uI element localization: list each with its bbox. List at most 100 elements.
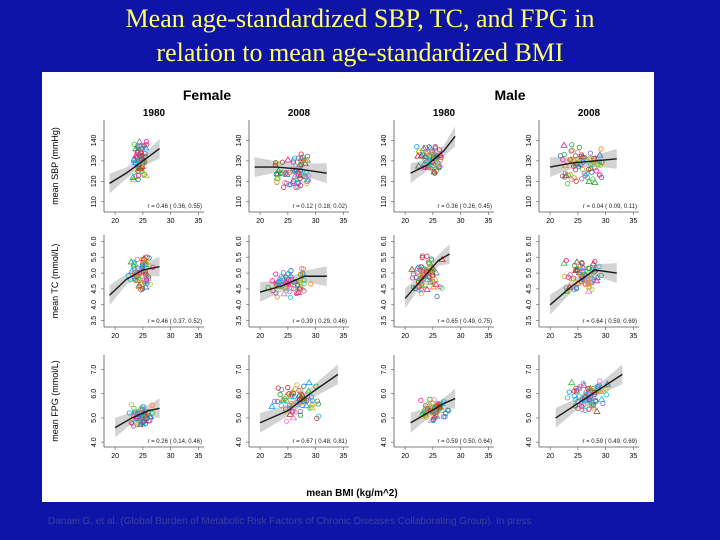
- data-point: [128, 420, 134, 426]
- data-point: [269, 278, 275, 284]
- fit-line: [259, 275, 327, 293]
- data-point-triangle: [421, 153, 429, 160]
- data-point: [578, 152, 585, 158]
- x-tick-label: 35: [630, 453, 638, 460]
- year-header: 1980: [143, 108, 166, 119]
- data-point: [431, 168, 437, 175]
- data-point: [279, 387, 285, 393]
- x-tick-label: 20: [546, 218, 554, 225]
- x-tick-label: 20: [401, 453, 409, 460]
- data-point: [586, 166, 592, 172]
- data-point: [430, 270, 436, 276]
- data-point: [291, 167, 297, 173]
- data-point: [434, 293, 440, 300]
- data-point: [280, 275, 286, 281]
- x-axis-label: mean BMI (kg/m^2): [306, 488, 397, 499]
- x-tick-label: 25: [284, 453, 292, 460]
- data-point: [587, 150, 593, 156]
- data-point-triangle: [560, 141, 568, 148]
- y-tick-label: 6.0: [236, 389, 243, 399]
- y-tick-label: 6.0: [526, 236, 533, 246]
- x-tick-label: 25: [139, 218, 147, 225]
- data-point: [593, 168, 599, 174]
- figure-panel: Female Male 1980 2008 1980 2008 mean SBP (mmHg…: [42, 72, 654, 502]
- fit-line: [410, 397, 456, 424]
- data-point-triangle: [127, 258, 135, 265]
- data-point: [131, 259, 137, 265]
- row-ylabel: mean SBP (mmHg): [50, 127, 60, 205]
- data-point: [560, 157, 566, 163]
- x-tick-label: 20: [111, 453, 119, 460]
- data-point: [138, 287, 144, 293]
- data-point: [298, 387, 304, 393]
- y-tick-label: 5.0: [526, 413, 533, 423]
- data-point: [584, 171, 590, 177]
- data-point-triangle: [574, 384, 583, 391]
- data-point: [277, 391, 283, 398]
- data-point: [603, 392, 609, 398]
- x-tick-label: 30: [602, 218, 610, 225]
- y-tick-label: 140: [381, 135, 388, 147]
- data-point-triangle: [591, 266, 599, 273]
- ci-band: [115, 398, 160, 438]
- x-tick-label: 35: [485, 218, 493, 225]
- data-point-triangle: [129, 173, 137, 180]
- x-tick-label: 25: [429, 218, 437, 225]
- data-point: [576, 393, 583, 399]
- data-point: [285, 384, 291, 391]
- data-point: [578, 270, 584, 277]
- data-point: [131, 141, 137, 147]
- data-point: [419, 255, 425, 261]
- data-point-triangle: [414, 152, 422, 159]
- data-point: [291, 394, 297, 400]
- data-point: [423, 414, 429, 420]
- y-tick-label: 6.0: [236, 236, 243, 246]
- data-point: [144, 258, 150, 264]
- r-annotation: r = 0.04 ( 0.09, 0.11): [583, 204, 637, 210]
- y-tick-label: 4.5: [526, 284, 533, 294]
- data-point: [286, 402, 293, 408]
- y-tick-label: 120: [381, 175, 388, 187]
- data-point: [578, 155, 584, 161]
- data-point: [310, 398, 316, 404]
- data-point: [298, 161, 304, 167]
- data-point-triangle: [591, 178, 599, 185]
- y-tick-label: 5.5: [236, 252, 243, 262]
- data-point: [567, 171, 573, 178]
- y-tick-label: 3.5: [381, 316, 388, 326]
- data-point-triangle: [142, 283, 150, 290]
- data-point: [284, 418, 290, 424]
- data-point: [434, 408, 441, 414]
- data-point: [603, 386, 609, 392]
- x-tick-label: 35: [340, 333, 348, 340]
- data-point: [598, 272, 604, 278]
- data-point-triangle: [273, 174, 281, 181]
- data-point: [301, 281, 307, 287]
- y-tick-label: 5.0: [91, 413, 98, 423]
- data-point: [293, 290, 300, 297]
- x-tick-label: 30: [312, 333, 320, 340]
- data-point-triangle: [593, 274, 601, 281]
- x-tick-label: 20: [256, 333, 264, 340]
- data-point-triangle: [291, 408, 299, 415]
- y-tick-label: 4.0: [381, 437, 388, 447]
- r-annotation: r = 0.36 ( 0.26, 0.45): [437, 204, 492, 210]
- x-tick-label: 25: [139, 453, 147, 460]
- data-point: [292, 386, 298, 392]
- data-point: [295, 184, 301, 190]
- y-tick-label: 130: [381, 155, 388, 167]
- data-point: [568, 148, 574, 154]
- data-point: [571, 393, 577, 399]
- data-point: [417, 272, 423, 279]
- x-tick-label: 20: [256, 453, 264, 460]
- data-point-triangle: [305, 378, 313, 386]
- data-point: [582, 407, 589, 413]
- data-point: [287, 288, 293, 295]
- fit-line: [109, 148, 160, 184]
- data-point: [305, 178, 312, 184]
- r-annotation: r = 0.59 ( 0.49, 0.69): [582, 439, 637, 445]
- data-point-triangle: [408, 265, 416, 272]
- data-point: [304, 157, 310, 164]
- y-tick-label: 110: [381, 196, 388, 207]
- data-point-triangle: [146, 413, 155, 420]
